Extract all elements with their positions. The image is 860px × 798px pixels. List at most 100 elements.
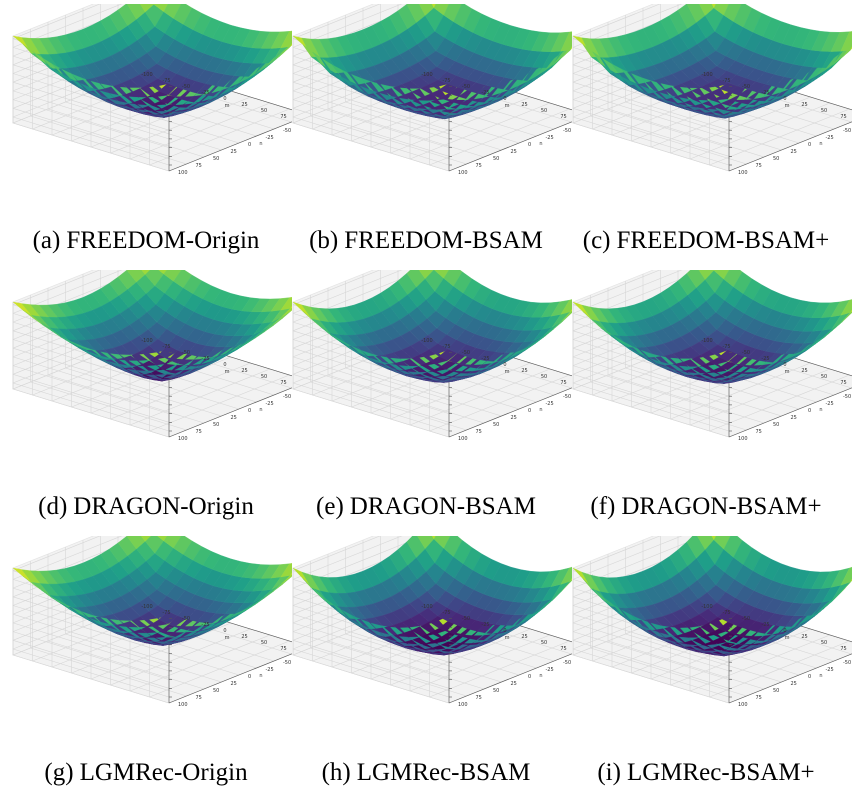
x-tick-label: 50 bbox=[261, 108, 267, 114]
y-tick-label: 25 bbox=[791, 149, 797, 155]
grid-line bbox=[607, 108, 765, 158]
grid-line bbox=[12, 81, 170, 131]
grid-line bbox=[12, 270, 101, 305]
surface-plot-f: -100-75-50-250255075100-100-75-50-250255… bbox=[572, 270, 852, 442]
grid-line bbox=[572, 388, 730, 438]
grid-line bbox=[292, 122, 450, 172]
x-tick-label: -25 bbox=[481, 90, 489, 96]
grid-line bbox=[12, 605, 170, 654]
grid-line bbox=[327, 108, 485, 158]
y-tick-label: 100 bbox=[458, 436, 468, 442]
grid-line bbox=[590, 647, 747, 697]
grid-line bbox=[292, 4, 381, 39]
y-tick-label: 100 bbox=[178, 170, 188, 176]
grid-line bbox=[292, 270, 403, 314]
grid-line bbox=[572, 536, 661, 571]
grid-line bbox=[12, 613, 170, 663]
surface bbox=[572, 270, 852, 384]
grid-line bbox=[292, 382, 450, 432]
grid-line bbox=[65, 633, 222, 683]
surface-patch bbox=[570, 308, 572, 312]
grid-line bbox=[30, 381, 187, 431]
y-tick-label: 0 bbox=[808, 142, 811, 148]
y-tick-label: 100 bbox=[738, 170, 748, 176]
x-tick-label: -50 bbox=[462, 84, 470, 90]
grid-line bbox=[345, 101, 502, 151]
x-tick-label: -50 bbox=[182, 350, 190, 356]
y-tick-label: 75 bbox=[476, 695, 482, 701]
grid-line bbox=[12, 374, 170, 423]
y-tick-label: -50 bbox=[563, 128, 571, 134]
x-tick-label: 50 bbox=[541, 640, 547, 646]
grid-line bbox=[572, 631, 730, 680]
surface bbox=[572, 536, 852, 657]
grid-line bbox=[292, 270, 381, 305]
surface bbox=[12, 536, 292, 646]
caption-title-h: LGMRec-BSAM bbox=[356, 759, 531, 786]
grid-line bbox=[47, 108, 205, 158]
surface-patch bbox=[841, 44, 852, 58]
surface-patch bbox=[290, 43, 292, 47]
x-tick-label: -50 bbox=[182, 84, 190, 90]
y-tick-label: 75 bbox=[476, 429, 482, 435]
grid-line bbox=[572, 365, 730, 414]
grid-line bbox=[625, 633, 782, 683]
x-axis-title: m bbox=[225, 369, 230, 375]
grid-line bbox=[12, 122, 170, 172]
x-tick-label: 25 bbox=[241, 368, 247, 374]
caption-label-d: (d) bbox=[38, 493, 68, 520]
x-tick-label: 75 bbox=[840, 114, 846, 120]
grid-line bbox=[292, 388, 450, 438]
surface-patch bbox=[561, 44, 572, 58]
grid-line bbox=[292, 536, 381, 571]
caption-g: (g) LGMRec-Origin bbox=[0, 758, 300, 788]
grid-line bbox=[327, 374, 485, 424]
x-tick-label: -25 bbox=[761, 356, 769, 362]
x-tick-label: -75 bbox=[722, 344, 730, 350]
y-axis-title: n bbox=[819, 407, 822, 413]
y-tick-label: 25 bbox=[231, 149, 237, 155]
grid-line bbox=[572, 374, 730, 423]
surface-plot-c: -100-75-50-250255075100-100-75-50-250255… bbox=[572, 4, 852, 176]
grid-line bbox=[625, 367, 782, 417]
surface-plot-d: -100-75-50-250255075100-100-75-50-250255… bbox=[12, 270, 292, 442]
x-tick-label: -75 bbox=[442, 610, 450, 616]
grid-line bbox=[12, 631, 170, 680]
grid-line bbox=[65, 101, 222, 151]
axis-labels: -100-75-50-250255075100-100-75-50-250255… bbox=[701, 72, 851, 176]
grid-line bbox=[12, 347, 170, 397]
surface-patch bbox=[570, 577, 572, 582]
y-axis-line bbox=[728, 121, 852, 172]
y-tick-label: 50 bbox=[773, 422, 779, 428]
grid-line bbox=[572, 99, 730, 148]
x-tick-label: -75 bbox=[442, 344, 450, 350]
x-tick-label: -25 bbox=[761, 90, 769, 96]
x-axis-title: m bbox=[785, 369, 790, 375]
y-tick-label: -50 bbox=[283, 394, 291, 400]
axis-labels: -100-75-50-250255075100-100-75-50-250255… bbox=[141, 72, 291, 176]
x-tick-label: 25 bbox=[521, 634, 527, 640]
x-tick-label: 25 bbox=[521, 102, 527, 108]
x-axis-title: m bbox=[225, 635, 230, 641]
y-tick-label: -50 bbox=[843, 660, 851, 666]
grid-line bbox=[572, 4, 661, 39]
surface-patch bbox=[561, 579, 572, 592]
y-axis-line bbox=[168, 387, 292, 438]
y-tick-label: -50 bbox=[843, 394, 851, 400]
grid-line bbox=[47, 374, 205, 424]
surface-patch bbox=[841, 310, 852, 322]
x-tick-label: 0 bbox=[783, 362, 786, 368]
y-tick-label: 50 bbox=[493, 422, 499, 428]
x-tick-label: -100 bbox=[141, 338, 152, 344]
grid-line bbox=[572, 90, 730, 140]
grid-line bbox=[12, 388, 170, 438]
grid-line bbox=[12, 108, 170, 157]
x-tick-label: 50 bbox=[541, 108, 547, 114]
surface-plot-h: -100-75-50-250255075100-100-75-50-250255… bbox=[292, 536, 572, 708]
y-tick-label: 75 bbox=[756, 429, 762, 435]
y-tick-label: 0 bbox=[528, 142, 531, 148]
x-tick-label: 25 bbox=[801, 368, 807, 374]
y-tick-label: -25 bbox=[266, 135, 274, 141]
y-tick-label: 0 bbox=[248, 408, 251, 414]
grid-line bbox=[12, 4, 123, 48]
